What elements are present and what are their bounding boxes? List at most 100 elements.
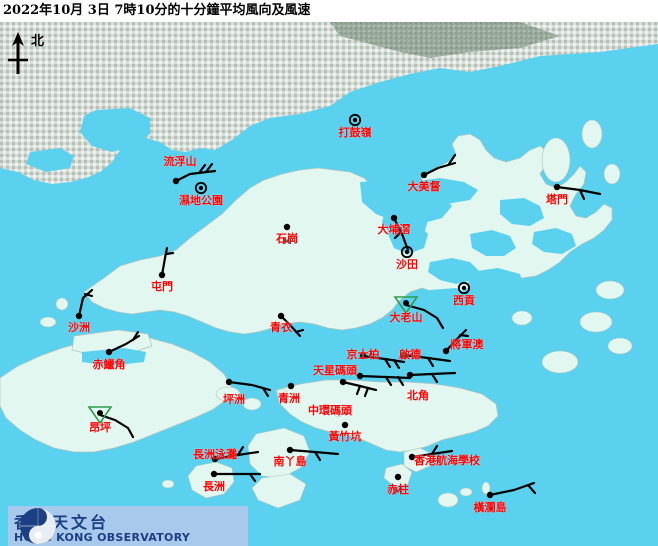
station-dot-icon bbox=[172, 177, 180, 185]
station-label: 沙田 bbox=[396, 258, 418, 271]
station-marker[interactable] bbox=[211, 445, 260, 463]
station-marker[interactable] bbox=[348, 113, 362, 127]
station-label: 青洲 bbox=[278, 392, 300, 405]
station-marker[interactable] bbox=[283, 223, 291, 231]
station-marker[interactable] bbox=[457, 281, 471, 295]
wind-barb-tail bbox=[384, 375, 393, 387]
wind-barb-tail bbox=[131, 330, 140, 342]
wind-barb-tail bbox=[526, 483, 537, 495]
green-island bbox=[276, 388, 288, 396]
station-label: 昂坪 bbox=[89, 421, 111, 434]
station-marker[interactable] bbox=[400, 245, 414, 259]
wind-barb-shaft bbox=[404, 303, 445, 330]
station-dot-icon bbox=[286, 446, 294, 454]
station-dot-icon bbox=[75, 312, 83, 320]
station-marker[interactable] bbox=[553, 183, 602, 201]
station-marker[interactable] bbox=[210, 470, 262, 483]
station-label: 青衣 bbox=[270, 321, 292, 334]
station-marker[interactable] bbox=[341, 421, 349, 429]
station-dot-icon bbox=[403, 300, 409, 306]
station-dot-icon bbox=[553, 183, 561, 191]
station-label: 南丫島 bbox=[273, 455, 307, 468]
station-marker[interactable] bbox=[87, 406, 135, 439]
station-marker[interactable] bbox=[172, 162, 217, 185]
station-label: 大埔滘 bbox=[377, 223, 411, 236]
waglan-island bbox=[481, 481, 491, 495]
station-marker[interactable] bbox=[75, 288, 94, 320]
station-dot-icon bbox=[356, 372, 364, 380]
north-label: 北 bbox=[31, 34, 45, 49]
lamma-island bbox=[247, 427, 311, 479]
station-dot-icon bbox=[359, 352, 367, 360]
station-marker[interactable] bbox=[286, 446, 340, 462]
station-label: 屯門 bbox=[151, 280, 173, 293]
station-marker[interactable] bbox=[406, 371, 457, 384]
station-label: 中環碼頭 bbox=[308, 404, 352, 417]
wind-barb-tail bbox=[236, 445, 245, 457]
station-marker[interactable] bbox=[225, 378, 272, 398]
bullseye-marker-icon bbox=[352, 117, 358, 123]
station-marker[interactable] bbox=[420, 153, 457, 179]
wind-barb-tail bbox=[447, 153, 457, 166]
sha-chau-island bbox=[55, 297, 69, 311]
wind-barb-tail bbox=[261, 386, 270, 398]
wind-barb-shaft bbox=[160, 246, 169, 277]
station-label: 濕地公園 bbox=[179, 194, 223, 207]
wind-barb-shaft bbox=[77, 288, 94, 318]
station-label: 香港航海學校 bbox=[414, 454, 480, 467]
station-label: 流浮山 bbox=[163, 155, 197, 168]
station-marker[interactable] bbox=[359, 352, 406, 370]
wind-barb-tail bbox=[363, 386, 370, 398]
station-marker[interactable] bbox=[400, 351, 452, 368]
wind-barb-tail bbox=[204, 162, 214, 174]
station-marker[interactable] bbox=[408, 444, 454, 461]
wind-map-canvas[interactable]: 打鼓嶺 流浮山 濕地公園 大美督 塔門 M 石崗 大埔滘 沙田 屯門 沙洲 赤鱲角 昂坪 青衣 西貢 大老山將… bbox=[0, 22, 658, 546]
station-dot-icon bbox=[400, 351, 408, 359]
station-label: 將軍澳 bbox=[450, 338, 484, 351]
wind-barb-tail bbox=[458, 333, 470, 338]
cheung-chau-island bbox=[187, 461, 235, 499]
bullseye-marker-icon bbox=[198, 185, 204, 191]
wind-barb-shaft bbox=[422, 161, 457, 177]
station-label: 塔門 bbox=[546, 193, 568, 206]
wind-barb-tail bbox=[294, 328, 305, 334]
station-marker[interactable] bbox=[442, 328, 470, 355]
bullseye-marker-icon bbox=[461, 285, 467, 291]
wind-barb-tail bbox=[164, 251, 175, 256]
wind-barb-tail bbox=[313, 450, 322, 462]
station-marker[interactable] bbox=[356, 372, 412, 387]
station-dot-icon bbox=[390, 214, 398, 222]
station-dot-icon bbox=[341, 421, 349, 429]
station-dot-icon bbox=[442, 347, 450, 355]
peng-chau-island bbox=[215, 386, 241, 402]
station-dot-icon bbox=[486, 491, 494, 499]
station-marker[interactable] bbox=[287, 382, 295, 390]
station-marker[interactable] bbox=[393, 296, 445, 330]
station-marker[interactable] bbox=[486, 481, 537, 499]
station-marker[interactable] bbox=[390, 214, 410, 252]
logo-english-text: HONG KONG OBSERVATORY bbox=[14, 530, 191, 544]
wind-barb-shaft bbox=[174, 169, 217, 183]
station-label: 京士柏 bbox=[346, 348, 380, 361]
station-dot-icon bbox=[394, 473, 402, 481]
station-label: 北角 bbox=[407, 389, 429, 402]
hko-logo: 香港天文台 HONG KONG OBSERVATORY bbox=[8, 506, 248, 546]
station-label: 赤柱 bbox=[387, 483, 409, 496]
station-dot-icon bbox=[210, 470, 218, 478]
station-marker[interactable] bbox=[394, 473, 402, 481]
station-marker[interactable] bbox=[339, 378, 378, 398]
wind-barb-tail bbox=[197, 163, 207, 175]
wind-barb-shaft bbox=[444, 328, 468, 353]
station-dot-icon bbox=[406, 371, 414, 379]
station-dot-icon bbox=[211, 455, 219, 463]
station-dot-icon bbox=[97, 410, 103, 416]
station-marker[interactable] bbox=[277, 312, 305, 338]
station-marker[interactable] bbox=[105, 330, 141, 356]
station-label: 打鼓嶺 bbox=[338, 126, 372, 139]
wind-barb-tail bbox=[248, 472, 257, 483]
station-label: 西貢 bbox=[453, 294, 475, 307]
mountain-anemometer-icon bbox=[393, 296, 419, 315]
station-marker[interactable] bbox=[158, 246, 175, 279]
station-marker[interactable] bbox=[194, 181, 208, 195]
